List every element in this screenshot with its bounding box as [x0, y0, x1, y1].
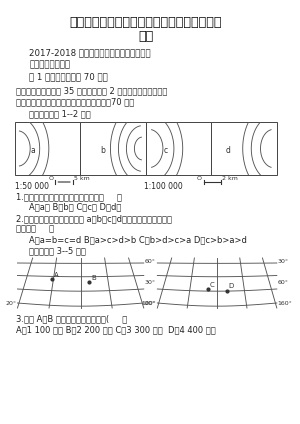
- Bar: [146, 122, 211, 175]
- Text: d: d: [225, 146, 230, 155]
- Bar: [211, 122, 277, 175]
- Text: 30°: 30°: [145, 281, 156, 285]
- Text: 60°: 60°: [278, 281, 289, 285]
- Text: 第 1 卷（选择题，共 70 分）: 第 1 卷（选择题，共 70 分）: [29, 72, 108, 81]
- Bar: [80, 122, 146, 175]
- Text: 个选项中，只有一项是符合题目要求的。（70 分）: 个选项中，只有一项是符合题目要求的。（70 分）: [16, 97, 134, 106]
- Text: 确的是（     ）: 确的是（ ）: [16, 224, 54, 233]
- Text: 一、单项选择题：共 35 小题，每小题 2 分，在每小题给出的四: 一、单项选择题：共 35 小题，每小题 2 分，在每小题给出的四: [16, 86, 167, 95]
- Text: b: b: [100, 146, 106, 155]
- Text: A: A: [53, 272, 58, 278]
- Text: 云南省水富县学年高二地理下学期阶段检测试: 云南省水富县学年高二地理下学期阶段检测试: [69, 16, 222, 29]
- Text: O: O: [48, 176, 53, 181]
- Text: A、a=b=c=d B、a>c>d>b C、b>d>c>a D、c>b>a>d: A、a=b=c=d B、a>c>d>b C、b>d>c>a D、c>b>a>d: [29, 235, 247, 244]
- Bar: [146, 122, 211, 175]
- Text: 1:100 000: 1:100 000: [144, 182, 182, 191]
- Text: 读下图，回答 1--2 题。: 读下图，回答 1--2 题。: [29, 109, 91, 118]
- Text: C: C: [209, 282, 214, 288]
- Text: 20°: 20°: [5, 301, 16, 306]
- Bar: [211, 122, 277, 175]
- Text: 60°: 60°: [145, 259, 156, 264]
- Text: D: D: [229, 284, 234, 290]
- Text: 160°: 160°: [278, 301, 292, 306]
- Text: 3.图中 A、B 两点间的实际距离约为(     ）: 3.图中 A、B 两点间的实际距离约为( ）: [16, 314, 127, 323]
- Text: 1.四幅图中，表示实际范围最大的是（     ）: 1.四幅图中，表示实际范围最大的是（ ）: [16, 192, 122, 201]
- Text: 30°: 30°: [278, 259, 289, 264]
- Text: c: c: [163, 146, 167, 155]
- Text: 160°: 160°: [142, 301, 156, 306]
- Text: 2017-2018 学年度下学期阶段检测试（三）: 2017-2018 学年度下学期阶段检测试（三）: [29, 48, 151, 57]
- Bar: [15, 122, 80, 175]
- Text: 2 km: 2 km: [222, 176, 238, 181]
- Text: 2.若四幅图中等高距相同，则 a、b、c、d四处坡度大小比较，正: 2.若四幅图中等高距相同，则 a、b、c、d四处坡度大小比较，正: [16, 214, 172, 223]
- Text: O: O: [197, 176, 202, 181]
- Text: A、1 100 千米 B、2 200 千米 C、3 300 千米  D、4 400 千米: A、1 100 千米 B、2 200 千米 C、3 300 千米 D、4 400…: [16, 325, 215, 334]
- Text: B: B: [92, 275, 96, 281]
- Text: 1:50 000: 1:50 000: [15, 182, 49, 191]
- Text: A、a图 B、b图 C、c图 D、d图: A、a图 B、b图 C、c图 D、d图: [29, 202, 122, 211]
- Text: a: a: [31, 146, 35, 155]
- Text: 5 km: 5 km: [74, 176, 90, 181]
- Bar: [15, 122, 80, 175]
- Text: 高二年级地理试卷: 高二年级地理试卷: [29, 60, 70, 69]
- Text: 读图，回答 3--5 题。: 读图，回答 3--5 题。: [29, 246, 86, 255]
- Text: 题三: 题三: [138, 30, 153, 43]
- Bar: [80, 122, 146, 175]
- Text: 20°: 20°: [145, 301, 156, 306]
